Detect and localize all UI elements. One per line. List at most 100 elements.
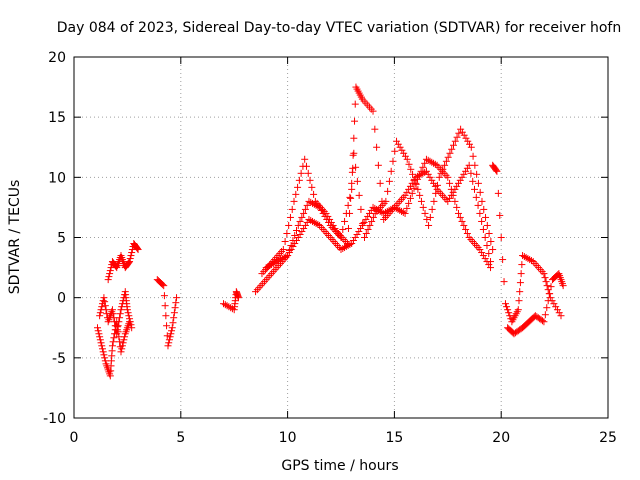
data-point (116, 338, 124, 346)
data-point (96, 309, 104, 317)
data-point (322, 209, 330, 217)
data-point (310, 190, 318, 198)
data-point (446, 179, 454, 187)
data-point (341, 244, 349, 252)
data-point (166, 333, 174, 341)
data-point (369, 107, 377, 115)
data-point (346, 241, 354, 249)
data-point (95, 330, 103, 338)
data-point (483, 242, 491, 250)
data-point (220, 300, 228, 308)
data-point (464, 137, 472, 145)
data-point (296, 230, 304, 238)
data-point (383, 207, 391, 215)
data-point (526, 256, 534, 264)
data-point (160, 282, 168, 290)
data-point (483, 221, 491, 229)
data-point (448, 145, 456, 153)
data-point (290, 197, 298, 205)
data-point (424, 156, 432, 164)
data-point (451, 185, 459, 193)
data-point (347, 194, 355, 202)
data-point (161, 302, 169, 310)
data-point (520, 253, 528, 261)
data-point (223, 302, 231, 310)
data-point (441, 161, 449, 169)
data-point (293, 226, 300, 234)
data-point (100, 351, 108, 359)
data-point (279, 246, 287, 254)
data-point (104, 276, 112, 284)
data-point (309, 217, 317, 225)
data-point (478, 249, 486, 257)
data-point (559, 282, 567, 290)
data-point (476, 246, 484, 254)
data-point (487, 258, 495, 266)
data-point (357, 224, 365, 232)
data-point (435, 173, 443, 181)
data-point (428, 176, 436, 184)
data-point (293, 237, 300, 245)
data-point (307, 216, 315, 224)
data-point (329, 221, 337, 229)
data-point (291, 231, 299, 239)
data-point (348, 179, 356, 187)
data-point (113, 326, 121, 334)
x-tick-label: 15 (385, 430, 403, 446)
data-point (276, 256, 284, 264)
data-point (168, 324, 176, 332)
data-point (479, 252, 487, 260)
data-point (487, 264, 495, 272)
data-point (472, 193, 480, 201)
data-point (398, 146, 406, 154)
data-point (451, 197, 459, 205)
data-point (382, 208, 389, 216)
data-point (339, 225, 347, 233)
data-point (519, 252, 527, 260)
data-point (480, 205, 488, 213)
data-point (351, 234, 359, 241)
data-point (393, 137, 401, 145)
data-point (108, 342, 116, 350)
data-point (281, 238, 289, 246)
data-point (387, 167, 395, 175)
data-point (401, 191, 409, 199)
data-point (324, 212, 332, 220)
data-point (369, 203, 377, 211)
data-point (289, 243, 297, 251)
data-point (302, 162, 310, 170)
data-point (403, 155, 411, 163)
data-point (449, 188, 457, 196)
data-point (97, 339, 105, 347)
data-point (412, 173, 420, 181)
data-point (399, 208, 407, 216)
data-point (358, 221, 366, 229)
data-point (482, 213, 490, 221)
data-point (410, 176, 418, 184)
data-point (353, 177, 361, 185)
data-point (442, 157, 450, 165)
data-point (446, 194, 454, 202)
x-tick-label: 10 (279, 430, 297, 446)
data-point (301, 221, 309, 229)
data-point (114, 322, 122, 330)
data-point (454, 179, 462, 187)
data-point (98, 342, 106, 350)
data-point (496, 211, 504, 219)
data-point (351, 117, 359, 125)
x-tick-label: 5 (176, 430, 185, 446)
data-point (462, 167, 470, 175)
data-point (357, 205, 365, 213)
y-tick-label: 15 (48, 110, 66, 126)
data-point (101, 302, 109, 310)
data-point (262, 264, 270, 272)
data-point (163, 322, 171, 330)
data-point (467, 169, 475, 177)
data-point (387, 205, 395, 213)
data-point (125, 259, 133, 267)
data-point (101, 298, 109, 306)
data-point (385, 206, 393, 214)
data-point (287, 246, 295, 254)
data-point (100, 294, 108, 302)
data-point (364, 212, 372, 220)
